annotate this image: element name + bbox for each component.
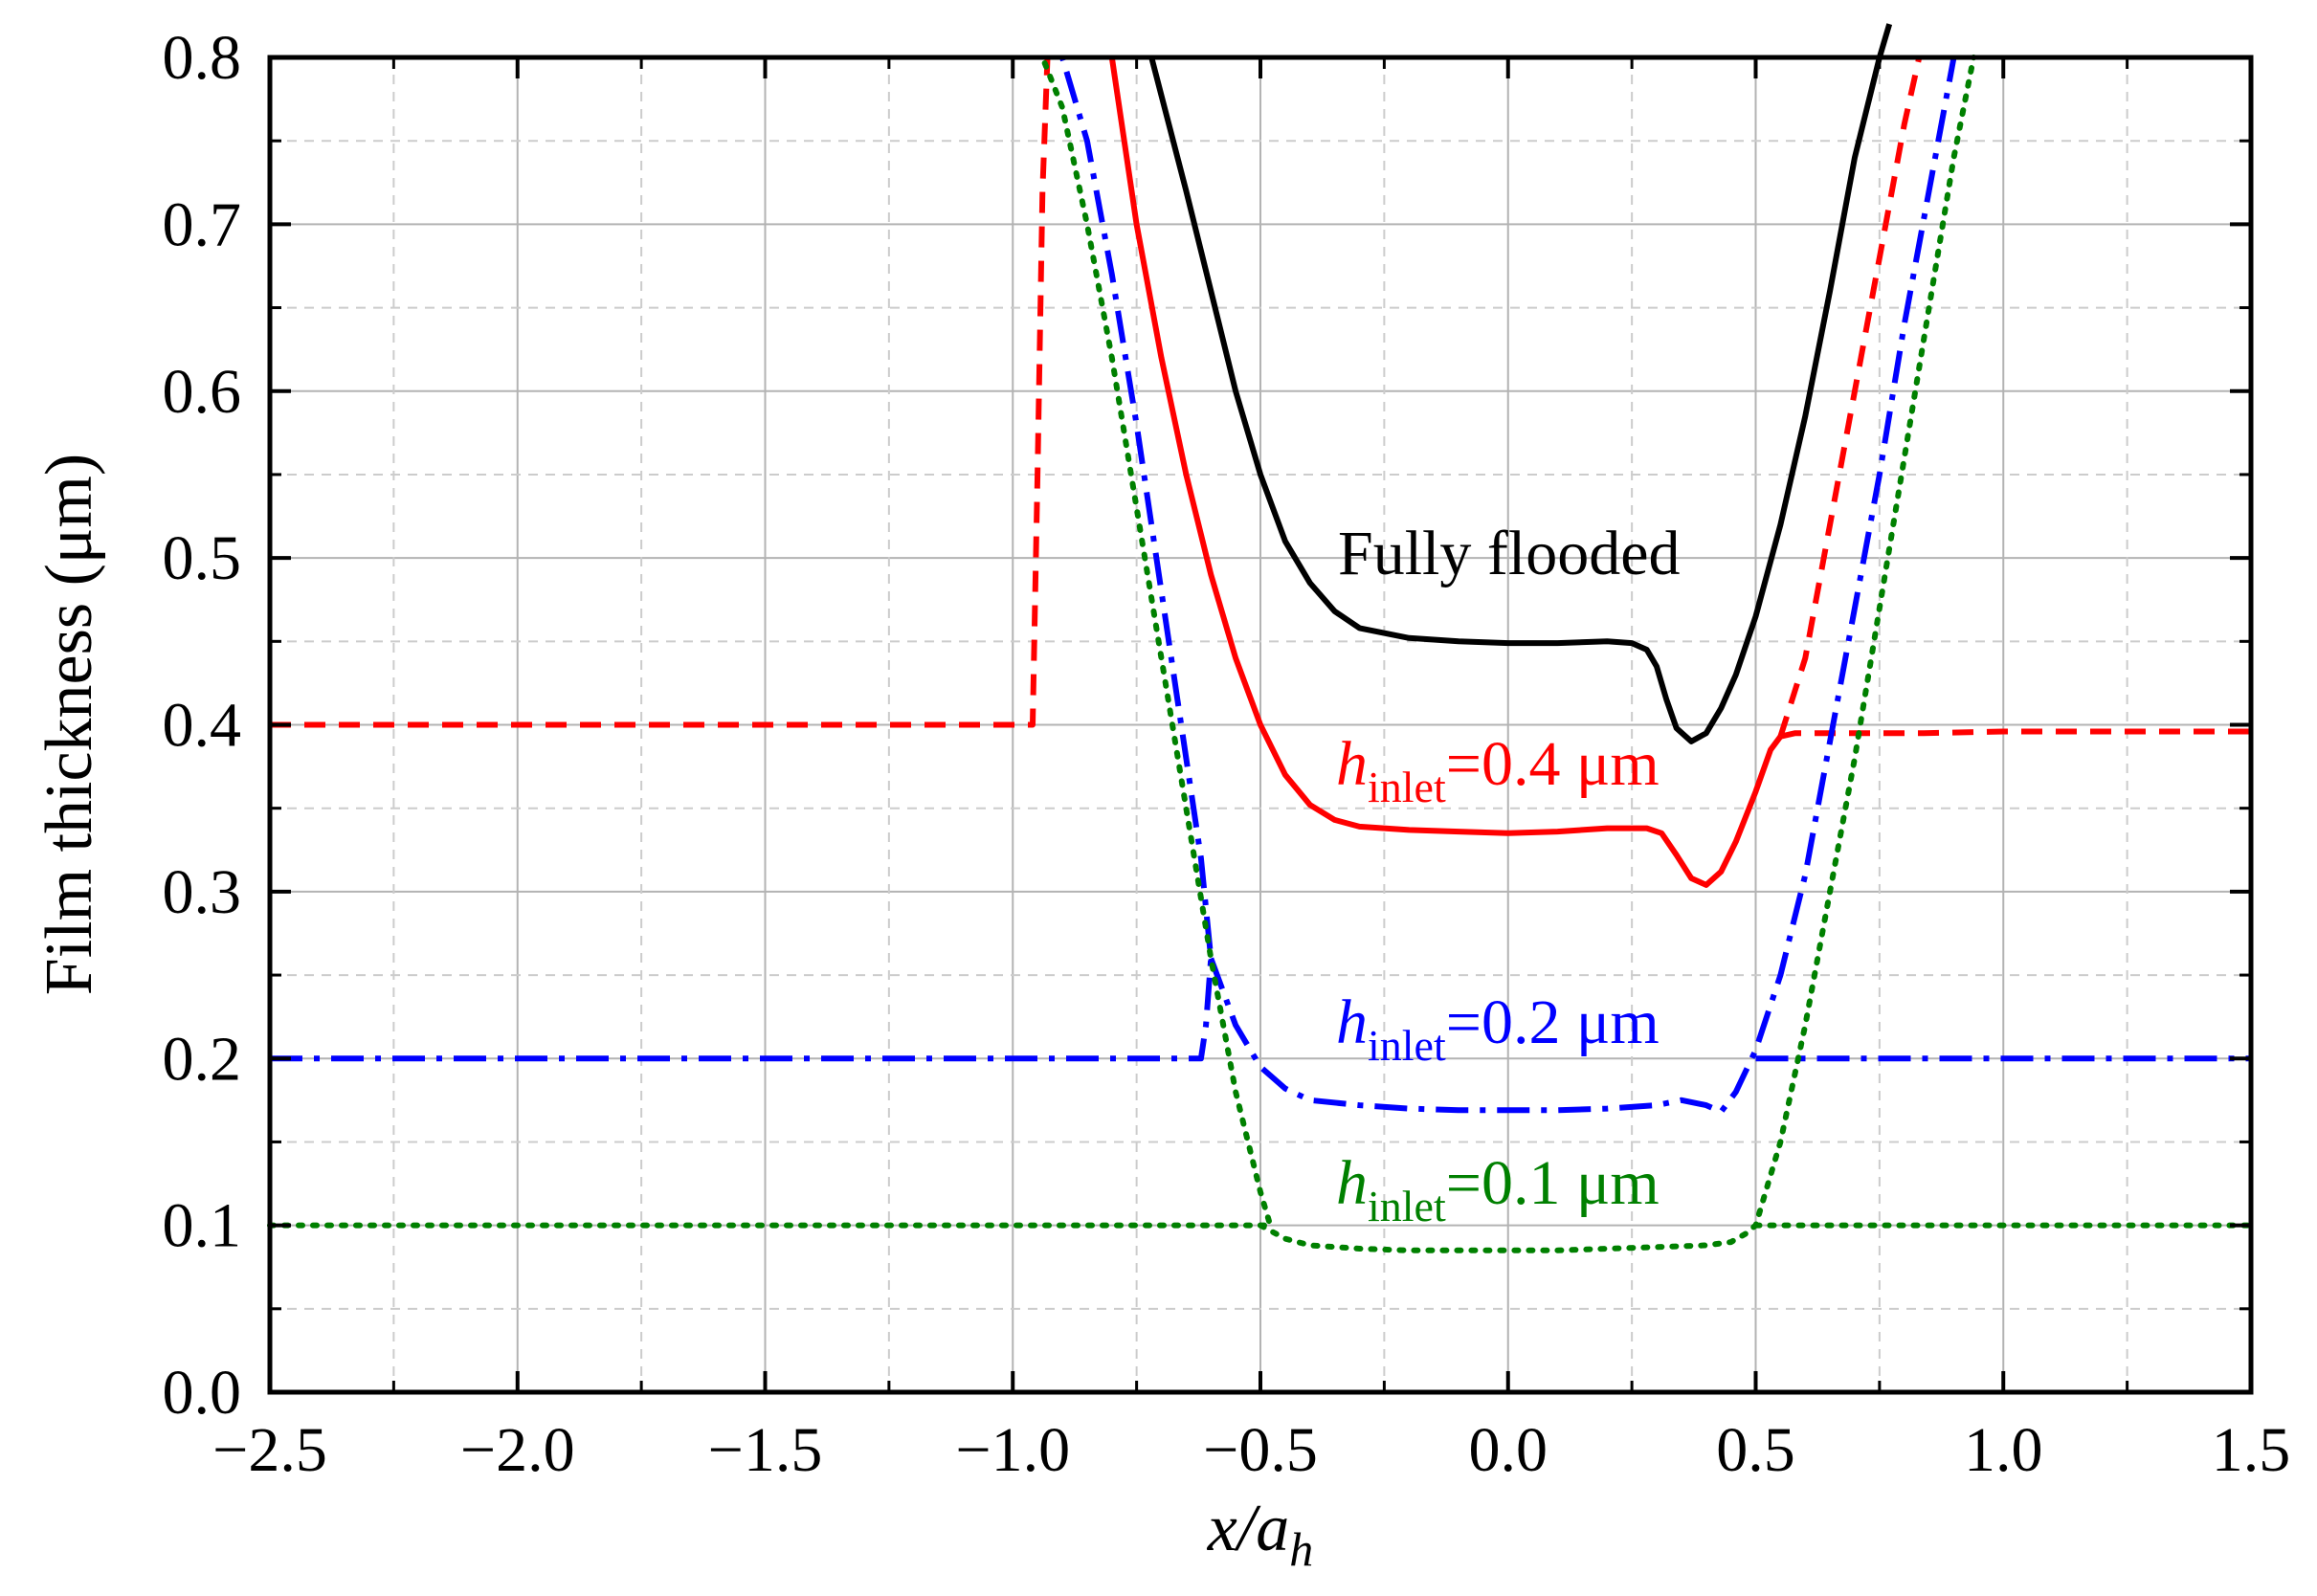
annotation-inlet-subscript: inlet — [1368, 763, 1446, 811]
annotation-h-symbol: h — [1336, 987, 1368, 1057]
annotation-h-inlet-0-1: hinlet=0.1 μm — [1336, 1148, 1660, 1230]
x-tick-label: 0.5 — [1716, 1415, 1795, 1485]
series-group — [267, 23, 2254, 1253]
series-line-5 — [270, 56, 1214, 1062]
x-tick-label: 1.0 — [1964, 1415, 2043, 1485]
annotation-value: =0.4 μm — [1446, 729, 1660, 799]
series-line-8 — [267, 55, 1274, 1229]
x-axis-title: x/ah — [1207, 1492, 1314, 1576]
series-line-1 — [270, 56, 1051, 728]
y-tick-label: 0.1 — [163, 1191, 242, 1261]
annotation-value: =0.1 μm — [1446, 1148, 1660, 1218]
series-line-6 — [1208, 56, 1957, 1115]
x-tick-label: −2.5 — [212, 1415, 327, 1485]
x-tick-label: −2.0 — [460, 1415, 575, 1485]
y-tick-label: 0.7 — [163, 189, 242, 259]
tick-labels: −2.5 −2.0 −1.5 −1.0 −0.5 0.0 0.5 1.0 1.5 0.0 0.1 0.… — [163, 23, 2291, 1485]
annotation-fully-flooded: Fully flooded — [1338, 519, 1681, 588]
series-line-9 — [1258, 55, 1977, 1253]
annotation-h-inlet-0-4: hinlet=0.4 μm — [1336, 729, 1660, 811]
annotation-value: =0.2 μm — [1446, 987, 1660, 1057]
x-axis-title-sub: h — [1289, 1522, 1313, 1576]
annotation-h-inlet-0-2: hinlet=0.2 μm — [1336, 987, 1660, 1070]
y-tick-label: 0.2 — [163, 1024, 242, 1094]
annotation-inlet-subscript: inlet — [1368, 1021, 1446, 1070]
series-line-3 — [1779, 728, 2251, 740]
annotations: Fully flooded hinlet=0.4 μm hinlet=0.2 μ… — [1336, 519, 1681, 1230]
y-tick-label: 0.8 — [163, 23, 242, 93]
y-axis-title: Film thickness (μm) — [33, 454, 106, 995]
series-line-0 — [1148, 23, 1893, 744]
ticks — [268, 55, 2253, 1394]
x-tick-label: 1.5 — [2212, 1415, 2291, 1485]
series-line-2 — [1108, 56, 1783, 888]
x-tick-label: −0.5 — [1203, 1415, 1318, 1485]
annotation-h-symbol: h — [1336, 729, 1368, 799]
y-tick-label: 0.6 — [163, 357, 242, 427]
annotation-h-symbol: h — [1336, 1148, 1368, 1218]
x-tick-label: −1.5 — [708, 1415, 823, 1485]
x-axis-title-main: x/a — [1207, 1492, 1290, 1565]
annotation-inlet-subscript: inlet — [1368, 1182, 1446, 1230]
series-line-4 — [1777, 56, 1923, 738]
x-tick-label: 0.0 — [1469, 1415, 1548, 1485]
x-tick-label: −1.0 — [955, 1415, 1070, 1485]
y-tick-label: 0.3 — [163, 857, 242, 927]
y-tick-label: 0.4 — [163, 691, 242, 761]
y-tick-label: 0.0 — [163, 1358, 242, 1428]
y-tick-label: 0.5 — [163, 523, 242, 593]
